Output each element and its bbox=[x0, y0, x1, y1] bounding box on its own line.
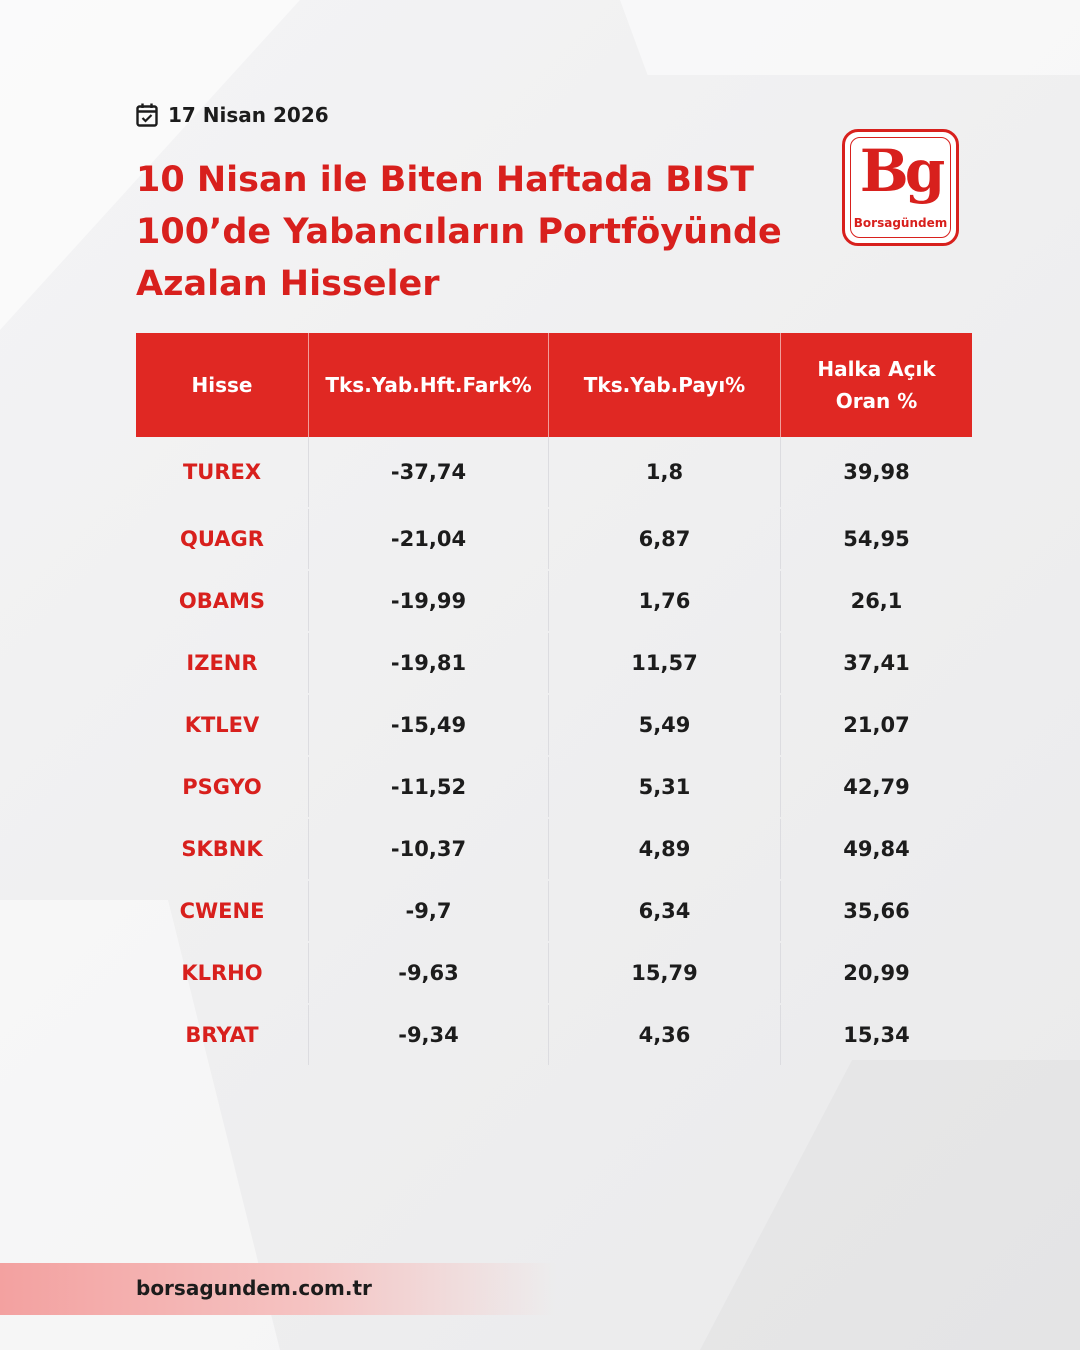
value-cell: 49,84 bbox=[780, 818, 972, 880]
page-title: 10 Nisan ile Biten Haftada BIST 100’de Y… bbox=[136, 160, 782, 304]
value-cell: 39,98 bbox=[780, 437, 972, 508]
ticker-cell: SKBNK bbox=[136, 818, 309, 880]
table-row: QUAGR -21,04 6,87 54,95 bbox=[136, 508, 972, 570]
background-shape bbox=[620, 0, 1080, 75]
ticker-cell: CWENE bbox=[136, 880, 309, 942]
table-row: PSGYO -11,52 5,31 42,79 bbox=[136, 756, 972, 818]
column-header-hisse: Hisse bbox=[136, 333, 309, 437]
brand-logo: Bg Borsagündem bbox=[842, 129, 959, 246]
value-cell: -9,34 bbox=[308, 1004, 549, 1066]
value-cell: 15,34 bbox=[780, 1004, 972, 1066]
value-cell: 15,79 bbox=[548, 942, 781, 1004]
footer-bar bbox=[0, 1263, 556, 1315]
table-row: IZENR -19,81 11,57 37,41 bbox=[136, 632, 972, 694]
table-row: BRYAT -9,34 4,36 15,34 bbox=[136, 1004, 972, 1066]
table-row: KLRHO -9,63 15,79 20,99 bbox=[136, 942, 972, 1004]
value-cell: 42,79 bbox=[780, 756, 972, 818]
ticker-cell: OBAMS bbox=[136, 570, 309, 632]
value-cell: 21,07 bbox=[780, 694, 972, 756]
value-cell: -19,81 bbox=[308, 632, 549, 694]
value-cell: -19,99 bbox=[308, 570, 549, 632]
ticker-cell: TUREX bbox=[136, 437, 309, 508]
ticker-cell: KTLEV bbox=[136, 694, 309, 756]
value-cell: 20,99 bbox=[780, 942, 972, 1004]
value-cell: 6,87 bbox=[548, 508, 781, 570]
table-row: KTLEV -15,49 5,49 21,07 bbox=[136, 694, 972, 756]
background-shape bbox=[700, 1060, 1080, 1350]
value-cell: 54,95 bbox=[780, 508, 972, 570]
table-row: CWENE -9,7 6,34 35,66 bbox=[136, 880, 972, 942]
ticker-cell: PSGYO bbox=[136, 756, 309, 818]
value-cell: -9,7 bbox=[308, 880, 549, 942]
value-cell: -10,37 bbox=[308, 818, 549, 880]
column-header-foreign-share: Tks.Yab.Payı% bbox=[548, 333, 781, 437]
stocks-table: Hisse Tks.Yab.Hft.Fark% Tks.Yab.Payı% Ha… bbox=[136, 333, 972, 1067]
ticker-cell: QUAGR bbox=[136, 508, 309, 570]
date-line: 17 Nisan 2026 bbox=[136, 103, 329, 127]
value-cell: -21,04 bbox=[308, 508, 549, 570]
column-header-weekly-diff: Tks.Yab.Hft.Fark% bbox=[308, 333, 549, 437]
date-text: 17 Nisan 2026 bbox=[168, 103, 329, 127]
table-row: SKBNK -10,37 4,89 49,84 bbox=[136, 818, 972, 880]
value-cell: 26,1 bbox=[780, 570, 972, 632]
table-header-row: Hisse Tks.Yab.Hft.Fark% Tks.Yab.Payı% Ha… bbox=[136, 333, 972, 437]
value-cell: -37,74 bbox=[308, 437, 549, 508]
value-cell: 37,41 bbox=[780, 632, 972, 694]
value-cell: 5,49 bbox=[548, 694, 781, 756]
table-row: OBAMS -19,99 1,76 26,1 bbox=[136, 570, 972, 632]
ticker-cell: KLRHO bbox=[136, 942, 309, 1004]
column-header-free-float: Halka Açık Oran % bbox=[780, 333, 972, 437]
calendar-icon bbox=[136, 103, 158, 127]
logo-mark: Bg bbox=[859, 137, 946, 205]
value-cell: -11,52 bbox=[308, 756, 549, 818]
value-cell: 11,57 bbox=[548, 632, 781, 694]
ticker-cell: BRYAT bbox=[136, 1004, 309, 1066]
value-cell: 1,8 bbox=[548, 437, 781, 508]
value-cell: 5,31 bbox=[548, 756, 781, 818]
value-cell: 4,89 bbox=[548, 818, 781, 880]
value-cell: 4,36 bbox=[548, 1004, 781, 1066]
ticker-cell: IZENR bbox=[136, 632, 309, 694]
value-cell: 1,76 bbox=[548, 570, 781, 632]
table-row: TUREX -37,74 1,8 39,98 bbox=[136, 437, 972, 508]
value-cell: 35,66 bbox=[780, 880, 972, 942]
value-cell: -9,63 bbox=[308, 942, 549, 1004]
logo-wordmark: Borsagündem bbox=[853, 216, 948, 230]
footer-url: borsagundem.com.tr bbox=[136, 1276, 372, 1300]
value-cell: -15,49 bbox=[308, 694, 549, 756]
value-cell: 6,34 bbox=[548, 880, 781, 942]
